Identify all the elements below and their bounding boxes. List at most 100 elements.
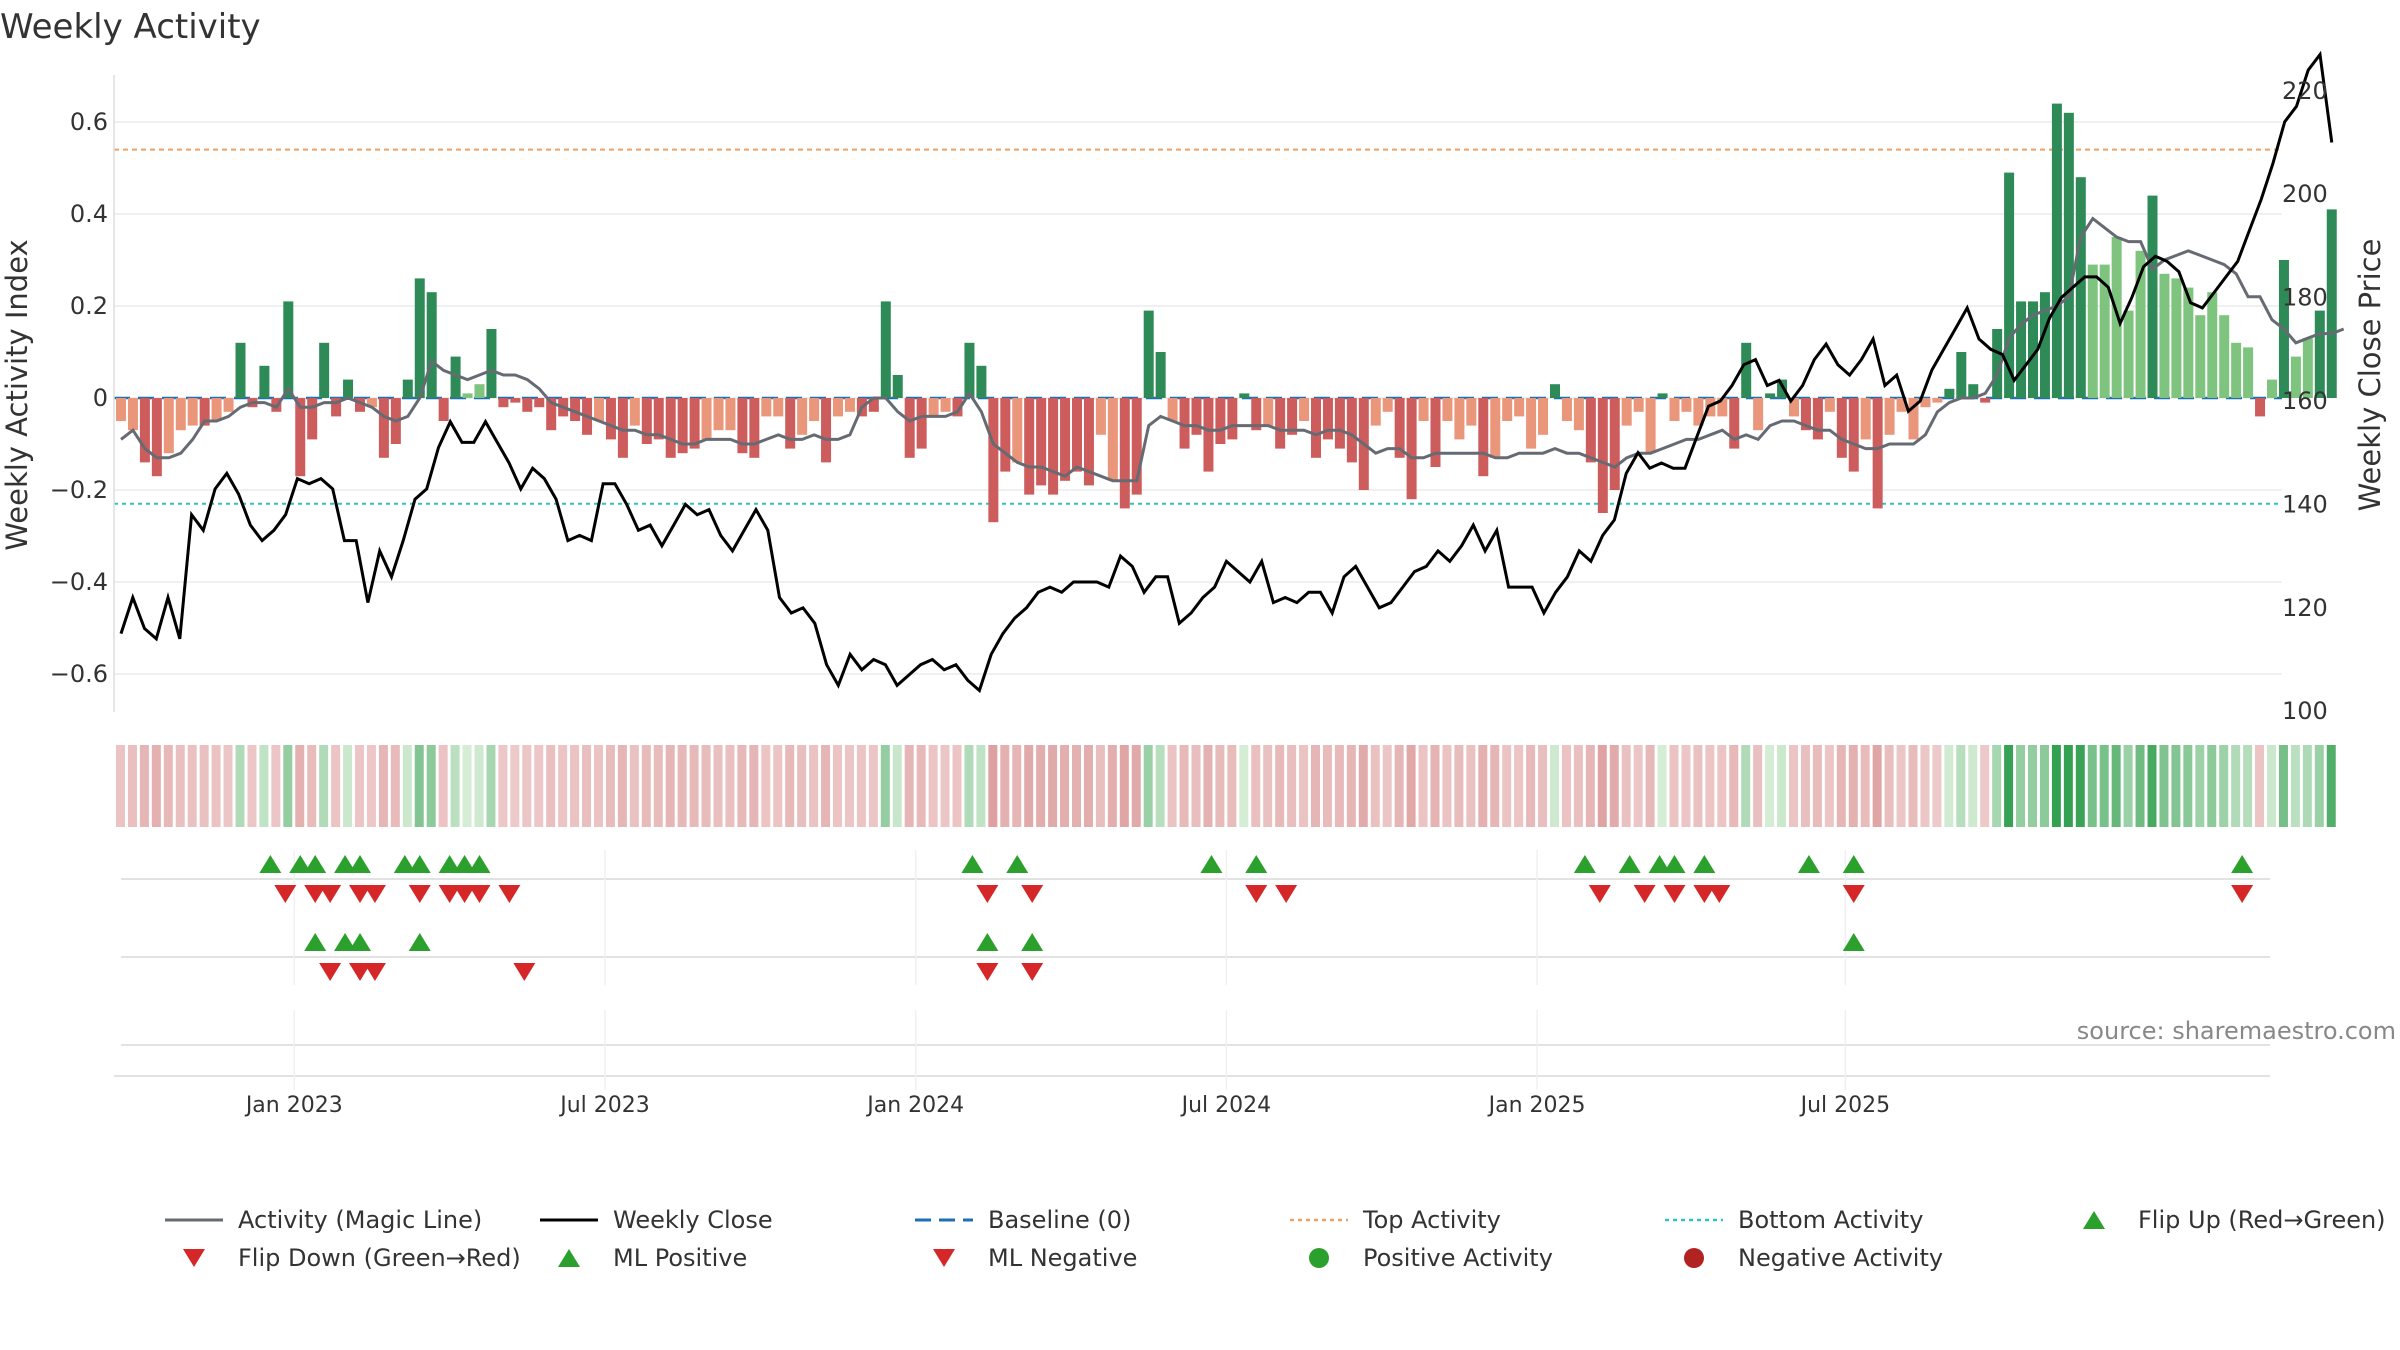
heat-cell (976, 745, 986, 827)
activity-bar (1848, 398, 1859, 472)
activity-bar (1095, 398, 1106, 435)
heat-cell (833, 745, 842, 827)
heat-cell (1896, 745, 1906, 827)
activity-bar (725, 398, 736, 431)
heat-cell (1406, 745, 1416, 827)
heat-cell (844, 745, 854, 827)
heat-cell (402, 745, 412, 827)
activity-bar (1466, 398, 1477, 426)
activity-bar (761, 398, 772, 417)
heat-cell (2039, 745, 2049, 827)
activity-bar (486, 329, 497, 398)
flip-down-marker (1842, 885, 1865, 903)
legend-item-9: Positive Activity (1309, 1244, 1553, 1272)
heat-cell (1370, 745, 1380, 827)
activity-bar (641, 398, 652, 444)
right-tick-label-6: 100 (2282, 697, 2328, 725)
activity-bar (1573, 398, 1584, 431)
activity-bar (1908, 398, 1919, 440)
activity-bar (570, 398, 581, 421)
activity-bar (1299, 398, 1310, 421)
flip-up-marker (1618, 855, 1641, 873)
heat-cell (1048, 745, 1058, 827)
heat-cell (1884, 745, 1894, 827)
heat-cell (629, 745, 639, 827)
heat-cell (1514, 745, 1524, 827)
flip-down-marker (1633, 885, 1656, 903)
flip-up-marker (976, 933, 999, 951)
heat-cell (1705, 745, 1715, 827)
legend-item-1: Weekly Close (540, 1206, 773, 1234)
flip-down-marker (363, 963, 386, 981)
flip-down-marker (349, 885, 371, 903)
activity-bar (605, 398, 616, 440)
heat-cell (1179, 745, 1189, 827)
activity-bar (1478, 398, 1489, 477)
source-note: source: sharemaestro.com (2077, 1017, 2396, 1045)
activity-bar (844, 398, 855, 412)
activity-bar (2231, 342, 2242, 398)
activity-bar (2314, 310, 2325, 398)
heat-cell (713, 745, 723, 827)
activity-bar (2004, 172, 2015, 398)
activity-bar (1777, 379, 1788, 398)
heat-cell (1597, 745, 1607, 827)
heat-cell (2111, 745, 2121, 827)
activity-bar (594, 398, 604, 421)
legend-swatch (2083, 1211, 2105, 1229)
heat-cell (1609, 745, 1619, 827)
heat-cell (1131, 745, 1141, 827)
activity-bar (677, 398, 688, 454)
legend-swatch (1684, 1248, 1704, 1268)
heat-cell (2326, 745, 2336, 827)
legend-label: Weekly Close (613, 1206, 773, 1234)
heat-cell (1215, 745, 1225, 827)
legend-item-7: ML Positive (558, 1244, 747, 1272)
heat-cell (582, 745, 592, 827)
activity-bar (355, 398, 365, 412)
heat-cell (689, 745, 699, 827)
heat-cell (414, 745, 424, 827)
heat-cell (1932, 745, 1942, 827)
activity-bar (1382, 398, 1393, 412)
activity-bar (1800, 398, 1811, 431)
heat-cell (880, 745, 890, 827)
activity-bar (749, 398, 760, 458)
activity-bar (2159, 273, 2170, 398)
heat-cell (1992, 745, 2002, 827)
legend-swatch (1309, 1248, 1329, 1268)
flip-up-marker (1006, 855, 1029, 873)
activity-bar (1860, 398, 1871, 440)
activity-bar (1119, 398, 1130, 509)
activity-bar (952, 398, 963, 417)
flip-up-marker (408, 933, 431, 951)
heat-cell (2255, 745, 2265, 827)
heat-cell (570, 745, 580, 827)
left-tick-label-1: 0.4 (70, 200, 108, 228)
activity-bar (522, 398, 533, 412)
activity-bar (414, 278, 425, 398)
activity-bar (1669, 398, 1680, 421)
heat-cell (2004, 745, 2014, 827)
activity-bar (1585, 398, 1596, 463)
activity-bar (2075, 177, 2086, 398)
activity-bar (1621, 398, 1632, 426)
heat-cell (904, 745, 914, 827)
activity-bar (1143, 310, 1154, 398)
heat-cell (139, 745, 149, 827)
legend-label: Negative Activity (1738, 1244, 1943, 1272)
activity-bar (785, 398, 796, 449)
activity-bar (2207, 292, 2218, 398)
heat-cell (1000, 745, 1010, 827)
heat-cell (1167, 745, 1177, 827)
activity-bar (2028, 301, 2038, 398)
heat-cell (2290, 745, 2300, 827)
activity-bar (713, 398, 724, 431)
legend-item-6: Flip Down (Green→Red) (183, 1244, 521, 1272)
flip-down-marker (319, 885, 342, 903)
heat-cell (1538, 745, 1548, 827)
activity-bar (1633, 398, 1644, 412)
activity-bar (378, 398, 389, 458)
heat-cell (2314, 745, 2324, 827)
